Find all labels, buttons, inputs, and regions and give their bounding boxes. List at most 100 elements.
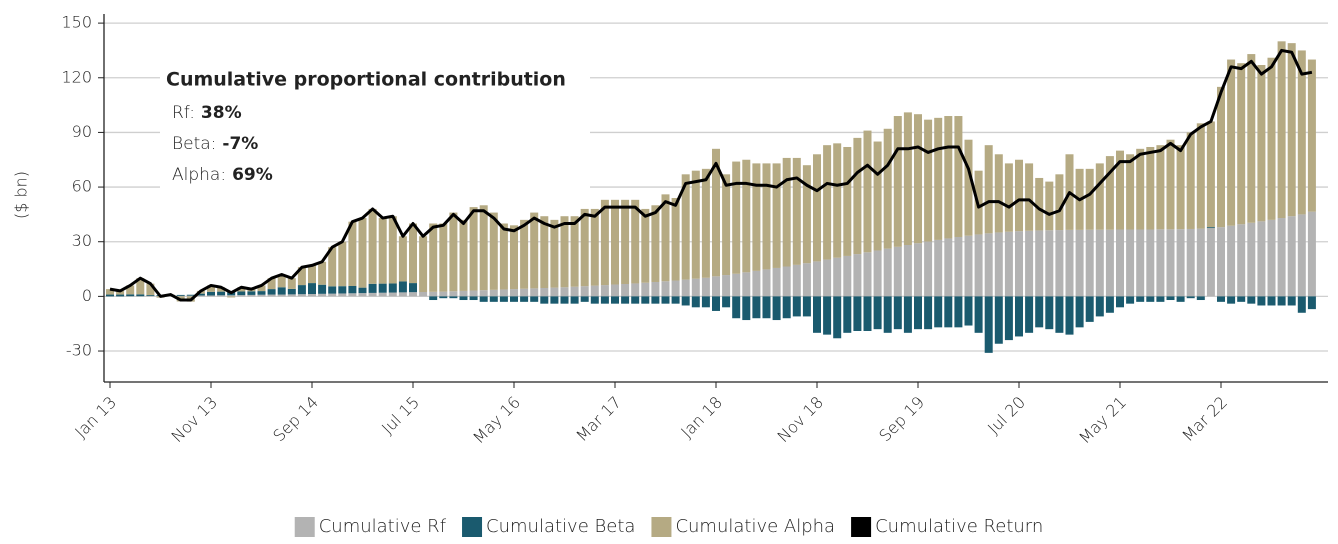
y-tick-label: 30 [72, 231, 92, 250]
bar [1257, 221, 1266, 297]
bar [1267, 57, 1276, 220]
bar [833, 257, 842, 297]
bar [398, 236, 407, 282]
bar [772, 163, 781, 268]
bar [944, 238, 953, 297]
bar [287, 278, 296, 289]
bar [318, 261, 327, 285]
bar [621, 283, 630, 297]
bar [954, 116, 963, 237]
bar [1186, 132, 1195, 229]
bar [802, 296, 811, 317]
bar [590, 285, 599, 297]
bar [429, 223, 438, 292]
bar [863, 296, 872, 331]
line [109, 48, 1313, 302]
bar [823, 259, 832, 297]
bar [459, 219, 468, 291]
bar [924, 241, 933, 297]
bar [1065, 296, 1074, 335]
bar [914, 243, 922, 297]
bar [681, 279, 690, 297]
bar [560, 216, 569, 288]
bar [1307, 211, 1316, 297]
bar [126, 285, 135, 295]
bar [489, 212, 498, 290]
bar [1297, 50, 1306, 215]
bar [1095, 163, 1104, 230]
bar [661, 194, 670, 282]
y-tick-label: 150 [61, 13, 92, 32]
bar [378, 292, 387, 297]
bar [712, 296, 720, 311]
bar [1015, 159, 1023, 232]
bar [792, 296, 801, 317]
bar [550, 287, 559, 297]
bar [792, 264, 801, 297]
bar [964, 296, 973, 326]
bar [479, 290, 488, 297]
bar [914, 114, 922, 244]
bar [1116, 150, 1124, 230]
bar [1136, 296, 1145, 302]
bar [722, 174, 731, 276]
bar [1025, 296, 1034, 333]
bar [146, 295, 155, 297]
bar [439, 291, 448, 297]
annotation-label: Alpha: [172, 165, 226, 185]
bar [1257, 296, 1266, 306]
bar [277, 294, 286, 297]
bar [277, 287, 286, 295]
bar [621, 296, 630, 304]
x-tick-label: Mar 22 [1178, 393, 1231, 446]
bar [297, 267, 306, 286]
bar [611, 284, 619, 297]
bar [1095, 296, 1104, 317]
bar [146, 283, 155, 296]
bar [631, 296, 640, 304]
bar [358, 287, 367, 294]
bar [247, 291, 256, 295]
annotation-value: 69% [232, 165, 273, 185]
bar [540, 287, 549, 297]
bar [409, 283, 417, 293]
bar [823, 145, 832, 260]
bar [530, 296, 539, 302]
bar [853, 254, 862, 297]
bar [833, 296, 842, 339]
bar [1237, 224, 1246, 297]
bar [974, 234, 983, 297]
annotation-value: -7% [222, 134, 258, 154]
bar [984, 296, 993, 353]
bar [338, 293, 347, 297]
bar [257, 285, 266, 292]
bar [964, 235, 973, 297]
bar [1237, 63, 1246, 225]
bar [449, 296, 458, 299]
bar [348, 221, 357, 286]
bar [237, 295, 246, 297]
bar [570, 216, 579, 287]
bar [762, 163, 771, 270]
bar [297, 294, 306, 297]
bar [358, 293, 367, 297]
x-tick-label: Nov 18 [774, 393, 828, 447]
bar [358, 218, 367, 288]
bar [1085, 296, 1094, 322]
bar [1126, 154, 1135, 230]
bar [570, 296, 579, 304]
bar [499, 289, 508, 297]
x-tick-label: Jan 18 [677, 393, 726, 442]
bar [994, 232, 1003, 297]
bar [227, 296, 236, 298]
legend: Cumulative Rf Cumulative Beta Cumulative A… [294, 516, 1043, 537]
bar [1015, 231, 1023, 297]
bar [186, 294, 195, 296]
bar [1206, 121, 1215, 228]
bar [863, 252, 872, 297]
bar [560, 287, 569, 297]
legend-label: Cumulative Return [875, 516, 1043, 537]
bar [469, 290, 478, 297]
bar [207, 291, 215, 296]
bar [1267, 219, 1276, 297]
